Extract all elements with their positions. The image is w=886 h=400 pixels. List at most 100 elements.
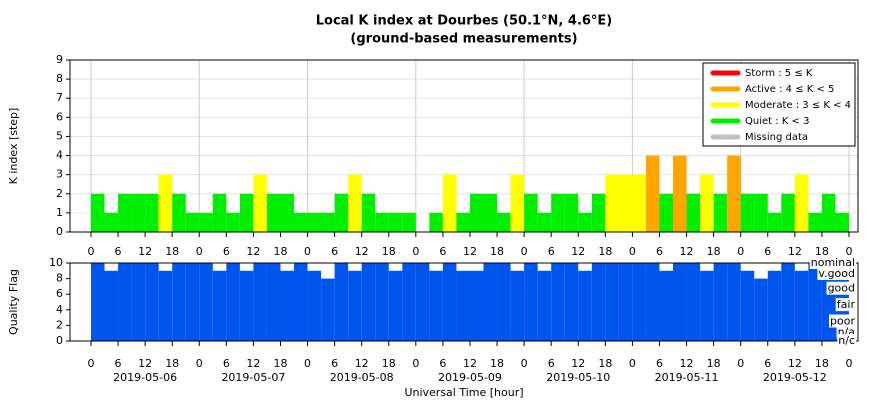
bar xyxy=(104,212,119,232)
bar xyxy=(348,270,362,341)
y2-tick-label: nominal xyxy=(811,256,855,269)
x-tick-label: 18 xyxy=(273,245,287,258)
date-label: 2019-05-08 xyxy=(330,371,394,384)
bar xyxy=(659,193,674,232)
bar xyxy=(185,212,200,232)
x-tick-label: 6 xyxy=(656,245,663,258)
bar xyxy=(578,212,592,232)
bar xyxy=(713,193,728,232)
y-tick-label: 1 xyxy=(56,206,63,219)
x-tick-label: 18 xyxy=(382,357,396,370)
bar xyxy=(294,212,308,232)
y-axis-label: Quality Flag xyxy=(7,269,20,335)
bar xyxy=(334,193,349,232)
x-tick-label: 6 xyxy=(115,357,122,370)
bar xyxy=(226,263,240,341)
y2-label-bg xyxy=(826,281,856,295)
bar xyxy=(497,212,511,232)
legend-label: Moderate : 3 ≤ K < 4 xyxy=(745,100,851,111)
bar xyxy=(605,174,619,232)
x-tick-label: 0 xyxy=(304,357,311,370)
bar xyxy=(686,193,701,232)
y-tick-label: 6 xyxy=(56,110,63,123)
bar xyxy=(334,263,349,341)
x-tick-label: 6 xyxy=(223,245,230,258)
date-label: 2019-05-10 xyxy=(546,371,610,384)
x-tick-label: 18 xyxy=(707,357,721,370)
x-tick-label: 18 xyxy=(490,357,504,370)
bar xyxy=(564,193,579,232)
bar xyxy=(605,263,619,341)
y2-label-bg xyxy=(817,266,856,280)
y2-tick-label: v.good xyxy=(818,267,855,280)
date-label: 2019-05-06 xyxy=(113,371,177,384)
bar xyxy=(388,270,403,341)
x-tick-label: 0 xyxy=(845,245,852,258)
x-tick-label: 6 xyxy=(223,357,230,370)
bar xyxy=(754,278,768,341)
bar xyxy=(781,263,795,341)
bar xyxy=(645,155,660,232)
bar xyxy=(415,263,430,341)
bar xyxy=(307,212,322,232)
bar xyxy=(740,270,755,341)
bar xyxy=(239,270,254,341)
bar xyxy=(781,193,795,232)
y-tick-label: 5 xyxy=(56,129,63,142)
x-tick-label: 6 xyxy=(331,357,338,370)
y2-label-bg xyxy=(829,314,857,328)
bar xyxy=(199,263,213,341)
bar xyxy=(578,270,592,341)
bar xyxy=(794,270,809,341)
bar xyxy=(591,263,606,341)
bar xyxy=(659,270,674,341)
x-tick-label: 12 xyxy=(246,357,260,370)
bar xyxy=(808,263,822,341)
bar xyxy=(469,270,484,341)
y-tick-label: 8 xyxy=(56,272,63,285)
bar xyxy=(131,193,146,232)
plot-frame xyxy=(69,262,859,342)
y2-tick-label: n/c xyxy=(838,334,855,347)
bar xyxy=(266,193,281,232)
y2-label-bg xyxy=(809,256,856,269)
x-tick-label: 18 xyxy=(490,245,504,258)
bar xyxy=(524,263,538,341)
bar xyxy=(253,174,267,232)
bar xyxy=(348,174,362,232)
x-tick-label: 12 xyxy=(680,357,694,370)
y-tick-label: 10 xyxy=(49,256,63,269)
chart-subtitle: (ground-based measurements) xyxy=(350,32,577,47)
bar xyxy=(158,270,173,341)
bar xyxy=(212,193,227,232)
bar xyxy=(402,212,416,232)
y-tick-label: 0 xyxy=(56,334,63,347)
bar xyxy=(727,155,741,232)
x-tick-label: 0 xyxy=(521,245,528,258)
x-tick-label: 12 xyxy=(680,245,694,258)
x-tick-label: 18 xyxy=(382,245,396,258)
bar xyxy=(185,263,200,341)
bar xyxy=(104,270,119,341)
bar xyxy=(821,193,836,232)
y-tick-label: 9 xyxy=(56,53,63,66)
bar xyxy=(835,212,849,232)
bar xyxy=(266,263,281,341)
bar xyxy=(118,193,132,232)
bar xyxy=(686,263,701,341)
bar xyxy=(388,212,403,232)
bar xyxy=(131,263,146,341)
y-tick-label: 3 xyxy=(56,168,63,181)
bar xyxy=(537,212,552,232)
bar xyxy=(727,263,741,341)
y2-tick-label: poor xyxy=(830,315,855,328)
x-tick-label: 12 xyxy=(138,357,152,370)
x-axis-label: Universal Time [hour] xyxy=(404,386,523,399)
x-tick-label: 0 xyxy=(196,245,203,258)
bar xyxy=(591,193,606,232)
bar xyxy=(429,270,443,341)
y-tick-label: 8 xyxy=(56,72,63,85)
x-tick-label: 12 xyxy=(355,245,369,258)
x-tick-label: 18 xyxy=(165,357,179,370)
bar xyxy=(321,212,335,232)
